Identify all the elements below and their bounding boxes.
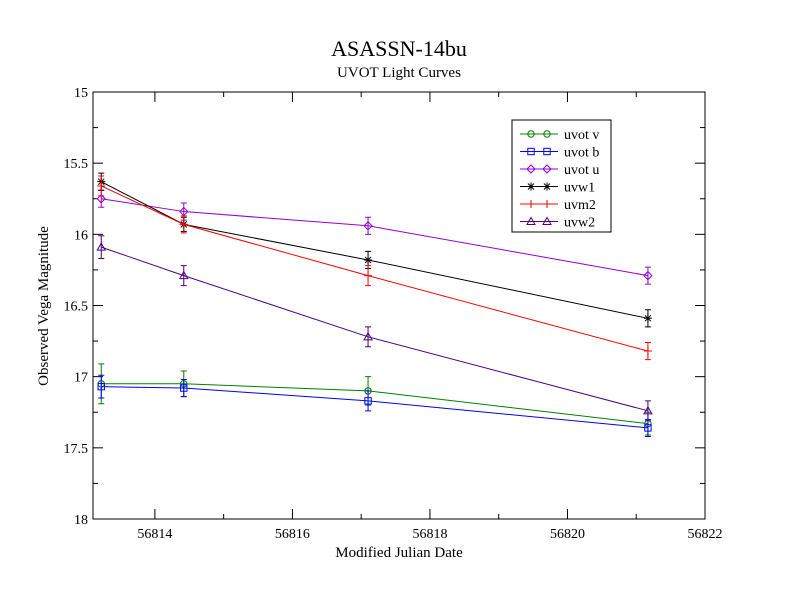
x-tick-label: 56820 (550, 527, 585, 542)
plus-marker (97, 181, 106, 190)
series-uvw2 (96, 235, 653, 422)
diamond-marker (526, 164, 536, 174)
square-marker (180, 384, 188, 392)
plus-marker (527, 200, 535, 208)
legend-entry: uvot b (520, 146, 599, 161)
legend-entry: uvot u (520, 163, 599, 178)
legend-entry: uvm2 (520, 198, 596, 213)
series-line (101, 386, 648, 429)
y-axis-label: Observed Vega Magnitude (36, 226, 52, 386)
y-tick-label: 18 (74, 513, 88, 528)
triangle-marker (363, 331, 373, 341)
x-axis-label: Modified Julian Date (335, 545, 463, 561)
error-bar (180, 379, 187, 398)
axis-ticks (93, 91, 706, 520)
square-marker (527, 147, 535, 156)
diamond-marker (96, 194, 106, 204)
series-line (101, 383, 648, 425)
error-bar (365, 326, 372, 348)
triangle-marker (178, 270, 189, 280)
y-tick-label: 16.5 (64, 300, 89, 315)
triangle-marker (542, 216, 552, 225)
plus-marker (643, 347, 652, 356)
legend-label: uvot b (564, 146, 599, 161)
legend: uvot v uvot b uvot u uvw1 uvm2 uvw2 (511, 119, 612, 233)
y-tick-label: 16 (74, 228, 88, 243)
error-bar (180, 265, 187, 287)
x-tick-label: 56818 (412, 527, 447, 542)
series-line (101, 185, 649, 352)
series-uvot-b (97, 374, 652, 437)
y-tick-label: 15.5 (64, 157, 89, 172)
error-bar (98, 235, 105, 260)
legend-entry: uvw1 (520, 181, 595, 196)
error-bar (365, 390, 372, 412)
circle-marker (543, 130, 551, 138)
square-marker (364, 397, 372, 405)
y-tick-label: 17 (74, 371, 88, 386)
diamond-marker (643, 270, 653, 281)
square-marker (543, 147, 551, 156)
diamond-marker (363, 221, 373, 231)
legend-label: uvw2 (564, 216, 595, 231)
star-marker (543, 182, 551, 191)
legend-entry: uvw2 (520, 216, 595, 231)
star-marker (527, 182, 535, 191)
y-tick-label: 17.5 (64, 442, 89, 457)
series-line (101, 246, 649, 412)
legend-label: uvot u (564, 163, 599, 178)
error-bar (644, 266, 651, 285)
legend-label: uvm2 (564, 198, 596, 213)
x-tick-label: 56814 (137, 527, 172, 542)
star-marker (643, 314, 652, 323)
plus-marker (543, 200, 551, 208)
plus-marker (364, 271, 373, 280)
x-tick-label: 56822 (688, 527, 723, 542)
series-uvot-v (97, 363, 652, 436)
legend-box (511, 119, 612, 233)
plot-frame (92, 91, 706, 520)
square-marker (97, 382, 105, 391)
error-bar (365, 216, 372, 235)
circle-marker (527, 130, 535, 138)
triangle-marker (96, 242, 107, 251)
square-marker (644, 424, 652, 432)
triangle-marker (643, 405, 653, 415)
triangle-marker (526, 216, 536, 225)
data-series (96, 172, 653, 437)
series-line (101, 181, 649, 319)
star-marker (364, 255, 373, 264)
chart-title: ASASSN-14bu (331, 36, 467, 61)
error-bar (644, 400, 651, 422)
plus-marker (179, 220, 188, 229)
error-bar (98, 374, 105, 399)
legend-label: uvot v (564, 128, 599, 143)
x-tick-label: 56816 (275, 527, 310, 542)
legend-entry: uvot v (520, 128, 599, 143)
diamond-marker (542, 164, 552, 174)
axis-tick-labels: 56814 56816 56818 56820 56822 15 15.5 16 16.5 17 1… (64, 86, 723, 542)
y-tick-label: 15 (74, 86, 88, 101)
series-uvm2 (97, 175, 652, 361)
chart-subtitle: UVOT Light Curves (337, 65, 461, 81)
legend-label: uvw1 (564, 181, 595, 196)
